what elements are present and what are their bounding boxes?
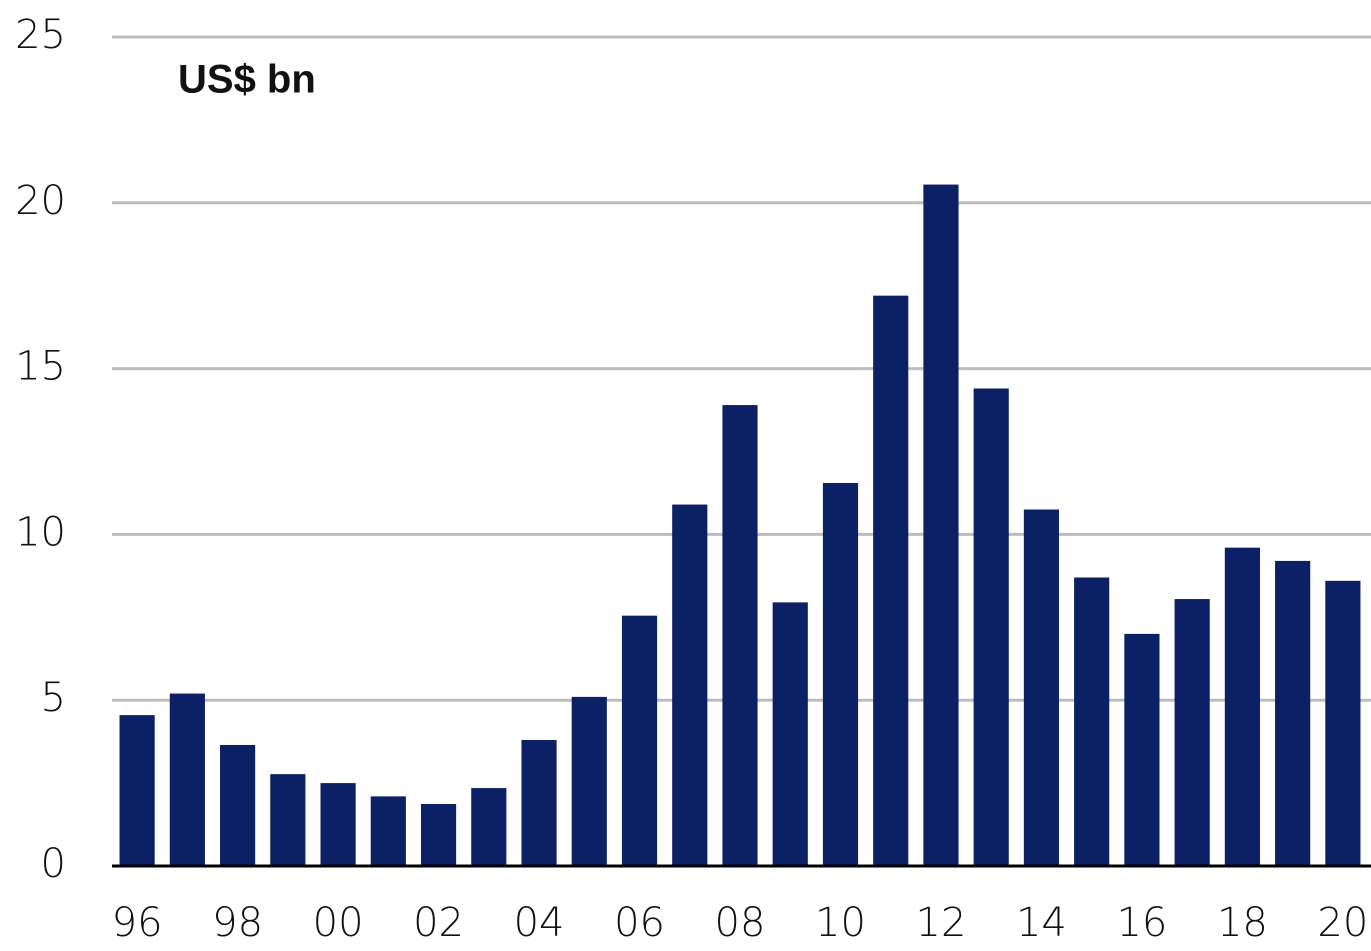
bar [973,388,1009,866]
x-tick-label: 08 [715,900,766,946]
x-tick-label: 00 [313,900,364,946]
bar [1275,560,1311,866]
bar [571,696,607,866]
bar [672,504,708,866]
y-axis-label: US$ bn [178,58,316,102]
bar [822,483,859,866]
bar [220,744,256,866]
x-tick-label: 20 [1317,900,1368,946]
bar [722,405,758,866]
bar [119,715,155,866]
bar [320,783,356,866]
bar [1325,580,1361,866]
bar [772,602,808,866]
y-tick-label: 5 [41,675,66,721]
y-tick-label: 10 [15,509,66,555]
bar [923,184,959,866]
x-tick-label: 16 [1116,900,1167,946]
x-tick-label: 06 [614,900,665,946]
x-tick-label: 18 [1217,900,1268,946]
y-tick-label: 0 [41,841,66,887]
y-tick-label: 20 [15,178,66,224]
x-tick-label: 02 [413,900,464,946]
bar [621,615,658,866]
bar [471,788,507,866]
bar [1224,547,1260,866]
bar [1124,633,1160,866]
x-tick-label: 14 [1016,900,1067,946]
bar [521,739,557,866]
bar [1174,599,1210,866]
x-tick-label: 04 [514,900,565,946]
y-tick-label: 15 [15,344,66,390]
bar [420,803,457,866]
bar [169,693,205,866]
x-tick-label: 10 [815,900,866,946]
bar [1074,577,1110,866]
bar [873,295,909,866]
bar [1023,509,1060,866]
x-tick-label: 98 [212,900,263,946]
x-tick-label: 12 [916,900,967,946]
bar [270,774,306,866]
y-tick-label: 25 [15,12,66,58]
x-tick-label: 96 [112,900,163,946]
bar [370,796,406,866]
